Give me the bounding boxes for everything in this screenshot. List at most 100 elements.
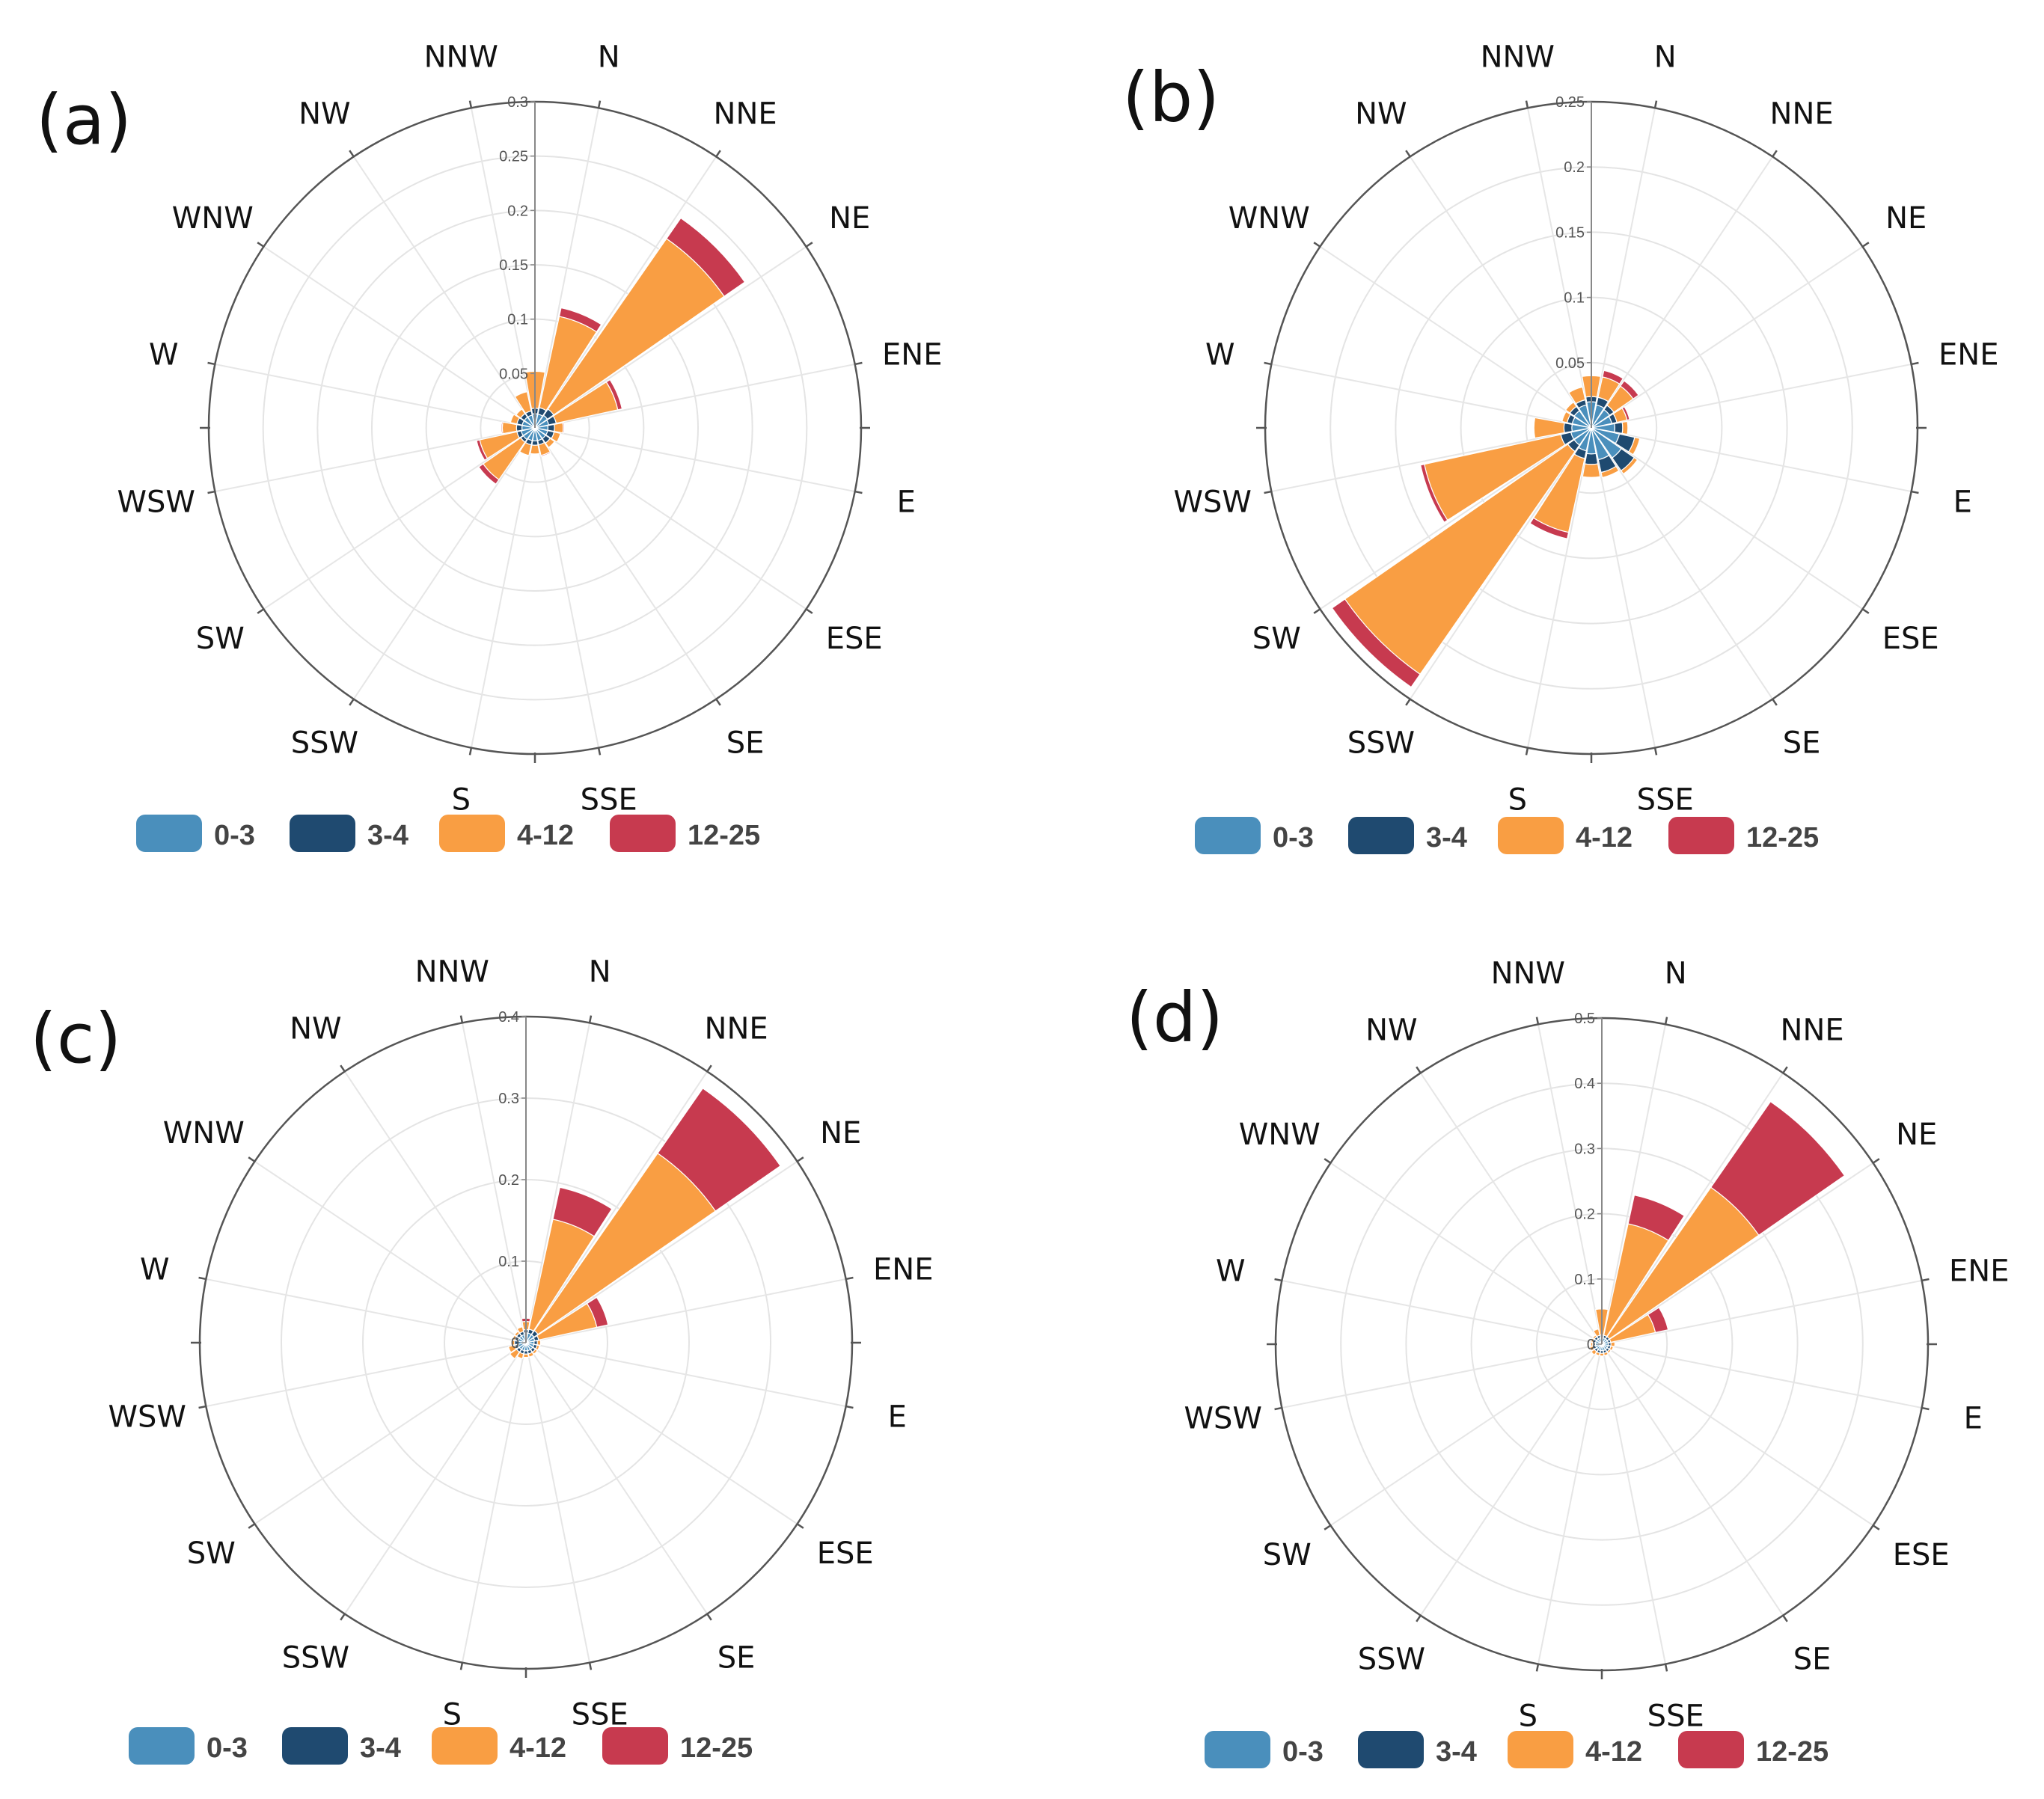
sector-3-4-W (1563, 422, 1573, 434)
ring-tick (1772, 698, 1778, 706)
sector-12-25-ENE (1621, 405, 1630, 421)
ring-tick (706, 1064, 712, 1073)
grid-spoke (525, 1023, 591, 1343)
ring-tick (1911, 361, 1919, 366)
ring-tick (715, 698, 721, 706)
radial-tick-label: 0.05 (499, 366, 528, 382)
radial-tick-label: 0.2 (507, 203, 528, 219)
direction-label-w: W (140, 1252, 170, 1287)
direction-label-nnw: NNW (1481, 40, 1555, 75)
legend-item-12-25[interactable]: 12-25 (1678, 1731, 1829, 1768)
sector-3-4-E (547, 423, 555, 432)
grid-spoke (1601, 1024, 1667, 1345)
legend-item-12-25[interactable]: 12-25 (1668, 817, 1819, 854)
direction-label-ne: NE (829, 201, 870, 236)
ring-tick (1405, 150, 1411, 158)
grid-spoke (1601, 1343, 1922, 1409)
grid-spoke (215, 427, 536, 493)
ring-tick (1313, 608, 1321, 614)
legend: 0-3 3-4 4-12 12-25 (129, 1727, 753, 1765)
grid-spoke (534, 427, 600, 748)
sector-12-25-NE (1710, 1100, 1846, 1236)
sector-12-25-NNE (1627, 1194, 1686, 1242)
legend-item-12-25[interactable]: 12-25 (602, 1727, 753, 1765)
legend-label: 0-3 (1273, 822, 1314, 853)
grid-spoke (206, 1278, 527, 1343)
legend-item-3-4[interactable]: 3-4 (282, 1727, 401, 1765)
sector-4-12-E (1610, 1341, 1616, 1347)
legend-item-4-12[interactable]: 4-12 (1508, 1731, 1642, 1768)
direction-label-ese: ESE (1882, 622, 1939, 656)
grid-spoke (263, 245, 536, 429)
legend-swatch (1195, 817, 1261, 854)
direction-label-sw: SW (196, 622, 245, 656)
legend-swatch (1508, 1731, 1573, 1768)
legend-swatch (1498, 817, 1564, 854)
ring-tick (257, 242, 265, 248)
grid-spoke (1591, 427, 1656, 748)
sector-4-12-W (1533, 417, 1565, 439)
grid-spoke (1591, 427, 1912, 493)
direction-label-nne: NNE (714, 96, 777, 131)
radial-tick-label: 0.25 (499, 149, 528, 165)
legend-item-3-4[interactable]: 3-4 (1348, 817, 1467, 854)
legend-item-3-4[interactable]: 3-4 (1358, 1731, 1477, 1768)
grid-spoke (525, 1160, 798, 1343)
ring-tick (715, 150, 721, 158)
grid-spoke (525, 1342, 846, 1408)
ring-tick (1782, 1614, 1788, 1622)
direction-label-sse: SSE (572, 1697, 628, 1732)
legend-label: 12-25 (688, 820, 760, 851)
direction-label-ne: NE (820, 1116, 861, 1150)
radial-tick-label: 0.4 (1574, 1076, 1595, 1092)
grid-spoke (525, 1342, 798, 1525)
legend-item-4-12[interactable]: 4-12 (1498, 817, 1633, 854)
direction-label-sw: SW (1263, 1538, 1312, 1572)
legend-item-4-12[interactable]: 4-12 (432, 1727, 566, 1765)
ring-tick (845, 1405, 854, 1409)
grid-spoke (1329, 1343, 1603, 1527)
ring-tick (1664, 1017, 1668, 1025)
direction-label-ene: ENE (882, 337, 942, 372)
radial-tick-label: 0.1 (1564, 290, 1585, 307)
legend-item-0-3[interactable]: 0-3 (129, 1727, 248, 1765)
sector-12-25-SSE (540, 450, 552, 458)
sector-4-12-SSE (527, 1352, 535, 1358)
grid-spoke (1419, 1343, 1603, 1616)
legend-item-0-3[interactable]: 0-3 (136, 815, 255, 852)
radial-tick-label: 0.1 (498, 1254, 519, 1270)
sector-12-25-E (562, 422, 565, 434)
legend-item-0-3[interactable]: 0-3 (1195, 817, 1314, 854)
direction-label-s: S (1519, 1699, 1537, 1733)
grid-spoke (1419, 1072, 1603, 1345)
sector-4-12-SSW (518, 441, 532, 456)
grid-spoke (1591, 108, 1656, 429)
sector-3-4-E (1614, 421, 1624, 435)
legend-item-12-25[interactable]: 12-25 (610, 815, 760, 852)
ring-tick (854, 490, 863, 494)
direction-label-e: E (888, 1400, 907, 1435)
grid-spoke (525, 1278, 846, 1343)
direction-label-nnw: NNW (1491, 957, 1565, 991)
grid-spoke (461, 1023, 527, 1343)
legend-swatch (1358, 1731, 1424, 1768)
sector-12-25-WSW (476, 439, 489, 462)
sector-12-25-ENE (586, 1296, 609, 1328)
ring-tick (248, 1523, 256, 1529)
ring-tick (207, 490, 215, 494)
legend-item-4-12[interactable]: 4-12 (439, 815, 574, 852)
legend-swatch (432, 1727, 498, 1765)
grid-spoke (1319, 427, 1592, 610)
sector-4-12-ESE (551, 431, 561, 443)
direction-label-nw: NW (299, 96, 350, 131)
direction-label-ene: ENE (1939, 337, 1998, 372)
grid-spoke (1591, 427, 1774, 700)
legend-item-3-4[interactable]: 3-4 (290, 815, 409, 852)
grid-spoke (1601, 1343, 1874, 1527)
sector-4-12-ESE (1628, 436, 1641, 456)
ring-tick (1872, 1158, 1880, 1164)
grid-spoke (352, 156, 536, 429)
legend-item-0-3[interactable]: 0-3 (1205, 1731, 1324, 1768)
sector-4-12-S (1582, 463, 1601, 478)
direction-label-e: E (1964, 1402, 1983, 1436)
